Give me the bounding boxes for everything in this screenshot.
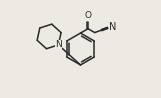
Text: O: O xyxy=(84,11,91,20)
Text: N: N xyxy=(109,22,117,32)
Text: N: N xyxy=(55,40,62,49)
